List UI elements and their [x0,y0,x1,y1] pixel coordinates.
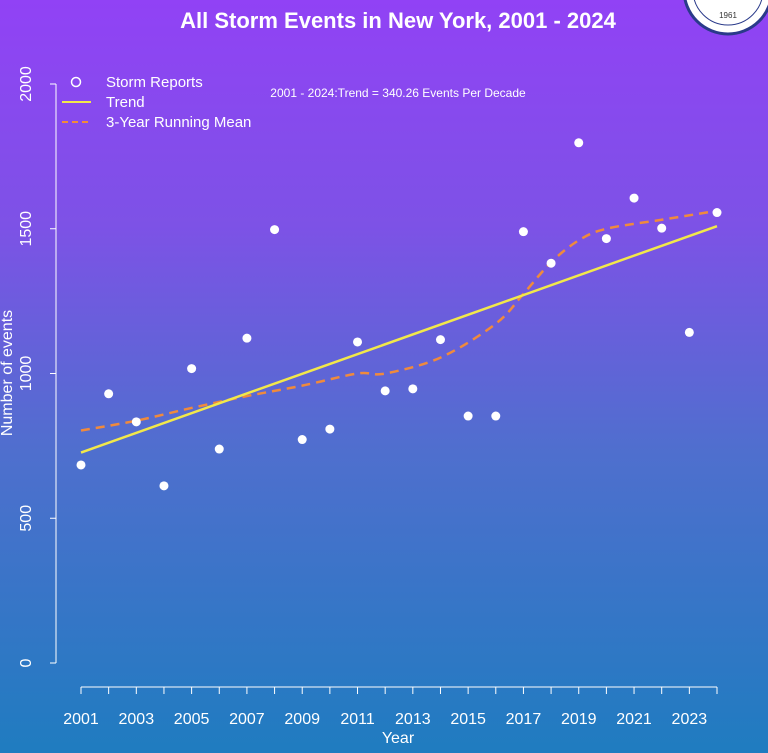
x-axis-ticks: 2001 2003 2005 2007 2009 2011 2013 2015 2017 2019… [63,687,718,728]
chart-title: All Storm Events in New York, 2001 - 202… [180,8,616,33]
legend-item-trend: Trend [106,94,145,111]
storm-report-point [574,138,584,148]
y-tick-label: 500 [18,505,35,532]
storm-report-point [463,411,473,421]
storm-report-point [297,435,307,445]
storm-report-point [76,460,86,470]
storm-report-point [187,364,197,374]
storm-report-point [380,386,390,396]
x-tick-label: 2009 [284,711,320,728]
x-tick-label: 2001 [63,711,99,728]
storm-report-point [629,193,639,203]
legend: Storm Reports Trend 3-Year Running Mean [62,74,251,131]
storm-report-point [684,327,694,337]
storm-report-point [131,417,141,427]
seal-logo: 1961 [683,0,768,36]
storm-report-point [408,384,418,394]
storm-report-point [601,234,611,244]
storm-report-point [159,481,169,491]
storm-report-point [435,335,445,345]
storm-reports-series [76,138,722,491]
y-axis-label: Number of events [0,310,16,436]
storm-report-point [214,444,224,454]
storm-report-point [325,424,335,434]
x-tick-label: 2007 [229,711,265,728]
x-tick-label: 2017 [506,711,542,728]
x-tick-label: 2003 [119,711,155,728]
x-tick-label: 2019 [561,711,597,728]
storm-report-point [353,337,363,347]
y-tick-label: 0 [18,658,35,667]
y-tick-label: 2000 [18,66,35,102]
storm-report-point [657,223,667,233]
x-tick-label: 2015 [450,711,486,728]
legend-item-running-mean: 3-Year Running Mean [106,114,251,131]
y-axis-ticks: 0 500 1000 1500 2000 [18,66,56,667]
storm-report-point [104,389,114,399]
y-tick-label: 1000 [18,356,35,392]
trend-annotation: 2001 - 2024:Trend = 340.26 Events Per De… [270,86,526,100]
storm-report-point [491,411,501,421]
storm-report-point [712,208,722,218]
x-tick-label: 2023 [672,711,708,728]
x-tick-label: 2011 [340,711,375,728]
y-tick-label: 1500 [18,211,35,247]
storm-report-point [518,227,528,237]
storm-report-point [270,225,280,235]
storm-report-point [242,333,252,343]
seal-year: 1961 [719,11,737,20]
x-tick-label: 2021 [616,711,652,728]
legend-marker-storm-reports [70,76,82,88]
x-tick-label: 2013 [395,711,431,728]
x-tick-label: 2005 [174,711,210,728]
legend-item-storm-reports: Storm Reports [106,74,203,91]
trend-line [80,224,718,454]
x-axis-label: Year [382,730,415,747]
trend-series [80,224,718,454]
running-mean-series [80,209,718,432]
storm-report-point [546,258,556,268]
running-mean-line [80,209,718,432]
